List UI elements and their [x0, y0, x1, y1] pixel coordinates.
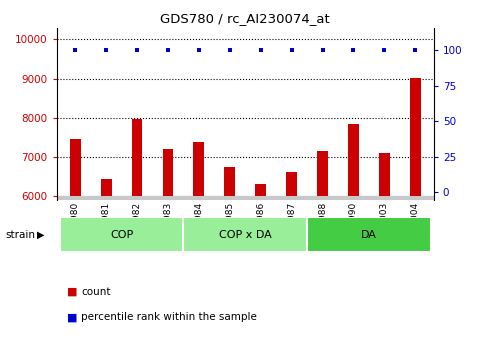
Bar	[70, 139, 81, 196]
Bar	[60, 217, 183, 252]
Bar	[348, 125, 359, 196]
Text: ■: ■	[67, 313, 77, 322]
Text: percentile rank within the sample: percentile rank within the sample	[81, 313, 257, 322]
Text: DA: DA	[361, 230, 377, 239]
Bar	[163, 149, 174, 196]
Text: COP x DA: COP x DA	[219, 230, 272, 239]
Bar	[101, 179, 111, 196]
Bar	[410, 78, 421, 196]
Text: ▶: ▶	[37, 230, 45, 239]
Bar	[224, 167, 235, 196]
Bar	[255, 184, 266, 196]
Bar	[317, 151, 328, 196]
Text: COP: COP	[110, 230, 133, 239]
Title: GDS780 / rc_AI230074_at: GDS780 / rc_AI230074_at	[160, 12, 330, 25]
Bar	[286, 172, 297, 196]
Bar	[379, 154, 390, 196]
Text: strain: strain	[5, 230, 35, 239]
Bar	[132, 119, 142, 196]
Bar	[307, 217, 431, 252]
Bar	[183, 217, 307, 252]
Bar	[193, 142, 204, 196]
Bar	[57, 196, 434, 200]
Text: count: count	[81, 287, 111, 296]
Text: ■: ■	[67, 287, 77, 296]
